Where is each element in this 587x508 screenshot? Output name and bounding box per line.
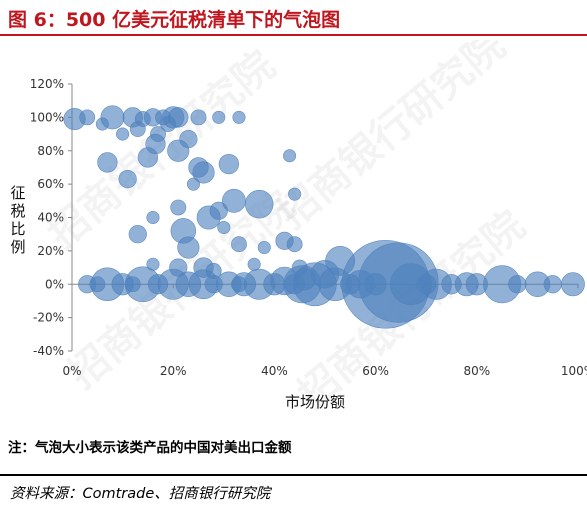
watermark: 招商银行研究院招商银行研究院招商银行研究院招商银行研究院 [40,40,534,418]
bubble-point [217,220,231,235]
bubble-point [283,149,297,163]
y-tick-label: 20% [37,244,64,258]
bubble-point [245,189,274,219]
y-tick-label: 120% [30,77,64,91]
bubble-point [231,276,247,293]
bubble-point [188,157,209,178]
bubble-point [169,258,188,277]
x-tick-label: 40% [261,364,288,378]
bubble-point [560,272,585,297]
bubble-point [232,110,246,124]
bubble-point [170,199,187,216]
y-axis-title-char: 比 [10,220,25,238]
bubble-point [79,109,96,126]
bubble-point [95,117,109,131]
bubble-point [291,259,308,276]
y-tick-label: 40% [37,211,64,225]
bubble-point [340,274,361,295]
y-tick-label: 80% [37,144,64,158]
x-tick-label: 20% [160,364,187,378]
bubble-point [160,116,177,132]
bubble-point [263,273,286,296]
bubble-point [218,153,239,175]
bubble-point [284,274,305,295]
y-axis-title-char: 例 [10,238,25,256]
bubble-point [177,236,200,259]
bubble-point [147,274,169,295]
source-line: 资料来源：Comtrade、招商银行研究院 [10,486,271,502]
bubble-point [150,126,166,142]
bubble-point [205,262,222,279]
figure-title: 图 6：500 亿美元征税清单下的气泡图 [8,9,341,31]
x-tick-label: 60% [362,364,389,378]
bubble-point [175,271,202,297]
bubble-point [465,273,488,296]
bubble-point [186,177,200,191]
title-divider [0,34,587,36]
x-axis-title: 市场份额 [285,393,345,411]
bubble-point [364,273,387,296]
title-bar: 图 6：500 亿美元征税清单下的气泡图 [0,0,587,36]
bubble-point [128,225,147,244]
bubble-point [231,236,247,253]
y-axis-title-char: 征 [10,184,25,202]
y-tick-label: -20% [33,311,64,325]
bubble-point [124,276,141,293]
bubble-point [508,275,527,294]
bubble-point [209,201,228,220]
footer-divider [0,474,587,476]
bubble-point [212,110,226,124]
bubble-point [416,274,437,295]
bubble-point [116,127,130,141]
bubble-point [286,236,303,253]
y-tick-label: 0% [45,277,64,291]
x-tick-label: 0% [62,364,81,378]
y-tick-label: 100% [30,110,64,124]
watermark-text: 招商银行研究院 [270,40,514,238]
bubble-point [89,276,106,293]
bubble-point [179,129,198,149]
bubble-point [190,109,207,126]
bubble-point [288,187,302,201]
y-tick-label: -40% [33,344,64,358]
y-axis-title: 征税比例 [10,184,25,256]
bubble-point [97,152,118,173]
y-tick-label: 60% [37,177,64,191]
bubble-point [129,121,146,137]
bubble-point [543,275,562,294]
bubble-chart: 招商银行研究院招商银行研究院招商银行研究院招商银行研究院-40% -20% 0% 20… [10,40,587,418]
bubble-point [118,170,137,189]
bubble-point [247,257,261,271]
bubble-point [257,241,271,255]
bubble-point [146,210,160,225]
bubble-point [441,274,462,295]
figure-note: 注：气泡大小表示该类产品的中国对美出口金额 [8,440,292,456]
bubble-point [310,260,340,289]
bubble-point [146,257,160,271]
bubble-point [221,188,246,213]
y-axis-title-char: 税 [10,202,25,220]
x-tick-label: 100% [561,364,587,378]
x-tick-label: 80% [463,364,490,378]
